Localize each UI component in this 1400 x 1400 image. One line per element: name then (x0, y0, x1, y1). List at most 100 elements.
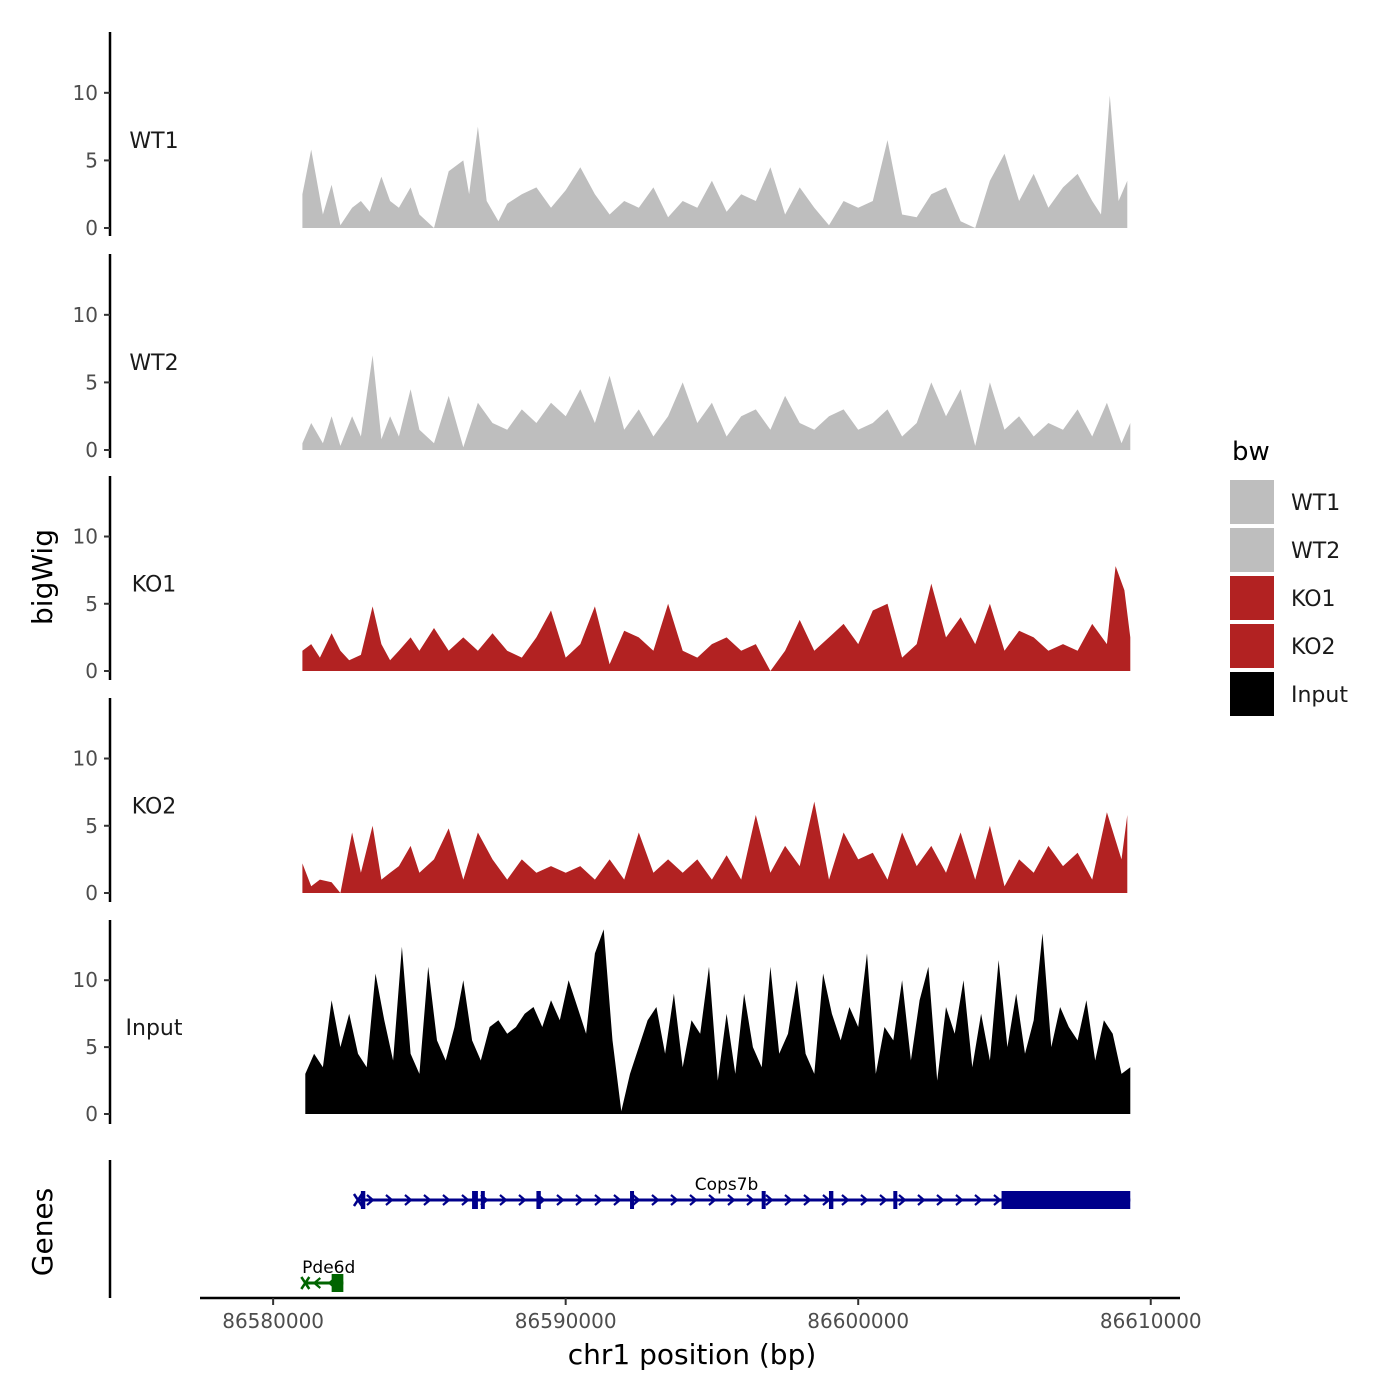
strand-arrow (765, 1194, 774, 1206)
x-axis-title: chr1 position (bp) (568, 1338, 817, 1371)
strand-arrow (461, 1194, 470, 1206)
track-wt2: 0 5 10 WT2 (73, 254, 1131, 462)
strand-arrow (442, 1194, 451, 1206)
track-label: KO2 (132, 795, 177, 820)
strand-arrow (312, 1277, 322, 1289)
track-area-wt1 (302, 95, 1128, 228)
y-tick-label: 10 (73, 747, 98, 771)
strand-arrow (803, 1194, 812, 1206)
gene-exon (828, 1191, 834, 1209)
track-area-ko1 (302, 566, 1131, 671)
legend-key-wt2 (1230, 528, 1274, 572)
strand-arrow (594, 1194, 603, 1206)
strand-arrow (955, 1194, 964, 1206)
y-tick-label: 5 (85, 592, 98, 616)
strand-arrow (784, 1194, 793, 1206)
gene-pde6d: Pde6d (300, 1258, 355, 1292)
gene-exon (536, 1191, 541, 1209)
track-label: KO1 (132, 573, 177, 598)
x-tick-label: 86600000 (807, 1309, 909, 1333)
y-tick-label: 5 (85, 370, 98, 394)
y-tick-label: 10 (73, 968, 98, 992)
gene-end-cap (352, 1193, 364, 1207)
strand-arrow (708, 1194, 717, 1206)
strand-arrow (727, 1194, 736, 1206)
y-tick-label: 10 (73, 525, 98, 549)
strand-arrow (518, 1194, 527, 1206)
strand-arrow (689, 1194, 698, 1206)
strand-arrow (746, 1194, 755, 1206)
legend-label: KO2 (1291, 635, 1336, 660)
gene-exon (480, 1191, 485, 1209)
legend-label: Input (1291, 683, 1348, 708)
gene-exon (360, 1191, 366, 1209)
y-tick-label: 5 (85, 148, 98, 172)
gene-label: Cops7b (695, 1175, 759, 1195)
strand-arrow (404, 1194, 413, 1206)
track-area-ko2 (302, 801, 1128, 893)
strand-arrow (366, 1194, 375, 1206)
x-axis: 86580000 86590000 86600000 86610000 (200, 1296, 1202, 1333)
gene-exon (761, 1191, 766, 1209)
strand-arrow (385, 1194, 394, 1206)
legend-key-ko1 (1230, 576, 1274, 620)
gene-cops7b: Cops7b (352, 1175, 1131, 1209)
gene-exon (630, 1191, 635, 1209)
legend-key-wt1 (1230, 480, 1274, 524)
gene-block (1001, 1191, 1131, 1209)
gene-exon (331, 1274, 338, 1292)
x-tick-label: 86580000 (222, 1309, 324, 1333)
track-area-wt2 (302, 355, 1131, 450)
tracks-layer: 0 5 10 WT1 0 5 10 WT2 0 5 10 KO1 0 5 10 KO2 0 5 10 Input (73, 32, 1131, 1126)
y-axis-title: bigWig (26, 529, 59, 625)
y-tick-label: 0 (85, 1102, 98, 1126)
legend: bw WT1 WT2 KO1 KO2 Input (1230, 437, 1348, 716)
y-tick-label: 5 (85, 814, 98, 838)
strand-arrow (841, 1194, 850, 1206)
legend-key-ko2 (1230, 624, 1274, 668)
x-tick-label: 86590000 (515, 1309, 617, 1333)
genes-axis-title: Genes (26, 1188, 59, 1276)
y-tick-label: 0 (85, 659, 98, 683)
track-ko2: 0 5 10 KO2 (73, 698, 1128, 905)
strand-arrow (974, 1194, 983, 1206)
track-input: 0 5 10 Input (73, 920, 1131, 1126)
strand-arrow (423, 1194, 432, 1206)
gene-exon (893, 1191, 898, 1209)
gene-exon (472, 1191, 478, 1209)
strand-arrow (879, 1194, 888, 1206)
gene-end-cap (300, 1276, 311, 1290)
y-tick-label: 0 (85, 881, 98, 905)
legend-label: WT1 (1291, 491, 1340, 516)
gene-exon (337, 1274, 344, 1292)
gene-label: Pde6d (302, 1258, 355, 1278)
y-tick-label: 10 (73, 81, 98, 105)
strand-arrow (499, 1194, 508, 1206)
strand-arrow (898, 1194, 907, 1206)
strand-arrow (651, 1194, 660, 1206)
strand-arrow (575, 1194, 584, 1206)
legend-title: bw (1232, 437, 1270, 467)
strand-arrow (993, 1194, 1002, 1206)
y-tick-label: 10 (73, 303, 98, 327)
track-label: WT1 (129, 129, 178, 154)
track-area-input (305, 929, 1131, 1114)
x-tick-label: 86610000 (1100, 1309, 1202, 1333)
strand-arrow (670, 1194, 679, 1206)
genes-layer: Cops7b Pde6d (108, 1160, 1131, 1298)
y-tick-label: 0 (85, 438, 98, 462)
track-label: WT2 (129, 351, 178, 376)
strand-arrow (936, 1194, 945, 1206)
strand-arrow (917, 1194, 926, 1206)
track-label: Input (126, 1016, 183, 1041)
y-tick-label: 0 (85, 216, 98, 240)
strand-arrow (556, 1194, 565, 1206)
legend-label: KO1 (1291, 587, 1336, 612)
strand-arrow (860, 1194, 869, 1206)
strand-arrow (613, 1194, 622, 1206)
y-tick-label: 5 (85, 1035, 98, 1059)
strand-arrow (632, 1194, 641, 1206)
track-wt1: 0 5 10 WT1 (73, 32, 1128, 240)
track-ko1: 0 5 10 KO1 (73, 476, 1131, 683)
